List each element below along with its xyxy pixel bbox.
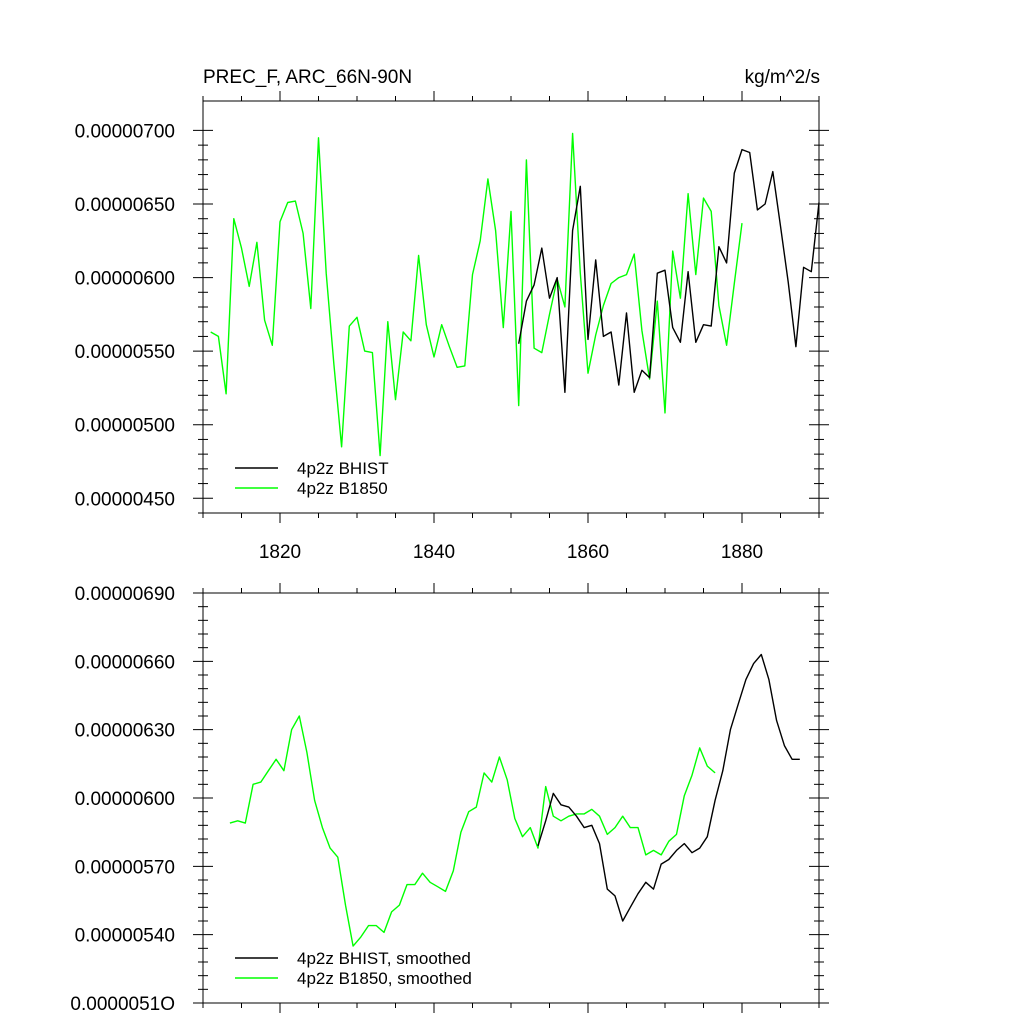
bottom-y-tick-label: 0.0000051O [70,994,175,1015]
top-y-tick-label: 0.00000650 [75,195,175,216]
top-x-tick-label: 1880 [721,542,763,563]
top-y-tick-label: 0.00000600 [75,269,175,290]
bottom-y-tick-label: 0.00000690 [75,584,175,605]
top-plot-frame [202,100,820,514]
bottom-y-tick-label: 0.00000540 [75,926,175,947]
top-series-line-b1850 [210,132,743,457]
top-y-tick-label: 0.00000550 [75,342,175,363]
top-panel: PREC_F, ARC_66N-90N kg/m^2/s 1820 1840 186… [75,67,829,563]
top-x-tick-label: 1820 [259,542,301,563]
top-y-tick-label: 0.00000450 [75,489,175,510]
bottom-y-tick-label: 0.00000600 [75,789,175,810]
top-y-tick-label: 0.00000500 [75,416,175,437]
bottom-series-line-bhist [537,653,800,922]
bottom-legend-label: 4p2z BHIST, smoothed [297,949,471,968]
top-chart-units: kg/m^2/s [745,67,820,88]
bottom-panel: 0.0000051O 0.00000540 0.00000570 0.00000600… [70,583,829,1015]
top-legend-label: 4p2z B1850 [297,479,388,498]
top-y-tick-label: 0.00000700 [75,121,175,142]
top-x-tick-label: 1840 [413,542,455,563]
top-legend-label: 4p2z BHIST [297,459,389,478]
top-x-tick-label: 1860 [567,542,609,563]
bottom-y-tick-label: 0.00000660 [75,652,175,673]
top-chart-title: PREC_F, ARC_66N-90N [203,67,412,88]
bottom-series-line-b1850 [229,715,716,947]
bottom-y-tick-label: 0.00000570 [75,857,175,878]
bottom-legend-label: 4p2z B1850, smoothed [297,969,472,988]
bottom-y-tick-label: 0.00000630 [75,721,175,742]
top-series-line-bhist [518,148,820,393]
